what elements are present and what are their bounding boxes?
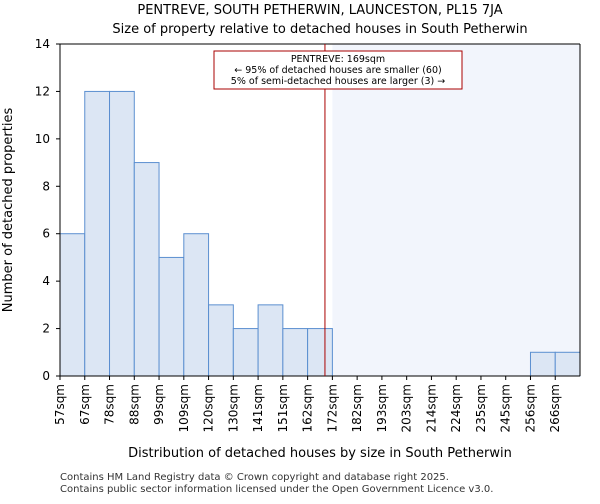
x-tick-label-193sqm: 193sqm [375, 384, 389, 432]
x-tick-label-120sqm: 120sqm [202, 384, 216, 432]
bar-266sqm [554, 351, 581, 377]
x-tick-label-245sqm: 245sqm [499, 384, 513, 432]
chart-title: PENTREVE, SOUTH PETHERWIN, LAUNCESTON, P… [137, 3, 502, 18]
bar-162sqm [307, 328, 333, 377]
bar-67sqm [84, 90, 111, 377]
bar-256sqm [529, 351, 556, 377]
x-tick-label-182sqm: 182sqm [350, 384, 364, 432]
x-tick-label-99sqm: 99sqm [152, 384, 166, 425]
x-tick-label-172sqm: 172sqm [325, 384, 339, 432]
footer-line-2: Contains public sector information licen… [60, 484, 494, 495]
x-tick-label-214sqm: 214sqm [424, 384, 438, 432]
y-tick-label-2: 2 [42, 322, 50, 336]
y-tick-label-14: 14 [35, 37, 50, 51]
y-axis-label: Number of detached properties [1, 108, 16, 313]
bar-88sqm [133, 162, 160, 377]
annotation-line-2: ← 95% of detached houses are smaller (60… [234, 65, 441, 76]
y-tick-label-10: 10 [35, 132, 50, 146]
bar-57sqm [59, 233, 86, 377]
larger-region-shade [332, 44, 580, 376]
x-tick-label-235sqm: 235sqm [474, 384, 488, 432]
y-tick-label-8: 8 [42, 179, 50, 193]
bar-130sqm [232, 328, 259, 377]
x-tick-label-57sqm: 57sqm [53, 384, 67, 425]
y-tick-label-12: 12 [35, 84, 50, 98]
annotation-box [213, 50, 463, 90]
x-tick-label-109sqm: 109sqm [177, 384, 191, 432]
x-tick-label-130sqm: 130sqm [226, 384, 240, 432]
bar-109sqm [183, 233, 210, 377]
chart-subtitle: Size of property relative to detached ho… [112, 22, 527, 37]
y-tick-label-0: 0 [42, 369, 50, 383]
footer-line-1: Contains HM Land Registry data © Crown c… [60, 472, 449, 483]
x-axis-label: Distribution of detached houses by size … [128, 446, 512, 461]
annotation-line-3: 5% of semi-detached houses are larger (3… [231, 76, 445, 87]
x-tick-label-141sqm: 141sqm [251, 384, 265, 432]
x-tick-label-162sqm: 162sqm [301, 384, 315, 432]
x-tick-label-151sqm: 151sqm [276, 384, 290, 432]
bar-151sqm [282, 328, 309, 377]
x-tick-label-88sqm: 88sqm [127, 384, 141, 425]
x-tick-label-224sqm: 224sqm [449, 384, 463, 432]
x-tick-label-256sqm: 256sqm [523, 384, 537, 432]
y-tick-label-4: 4 [42, 274, 50, 288]
bar-141sqm [257, 304, 284, 377]
x-tick-label-78sqm: 78sqm [103, 384, 117, 425]
x-tick-label-67sqm: 67sqm [78, 384, 92, 425]
annotation-line-1: PENTREVE: 169sqm [291, 54, 385, 65]
plot-area: 0 2 4 6 8 10 12 14 57sqm 67sqm 78sqm 88sqm 99sqm 109s… [35, 37, 581, 432]
x-tick-label-203sqm: 203sqm [400, 384, 414, 432]
bar-78sqm [109, 90, 135, 377]
y-tick-label-6: 6 [42, 227, 50, 241]
x-tick-label-266sqm: 266sqm [548, 384, 562, 432]
bar-99sqm [158, 256, 185, 377]
bar-120sqm [208, 304, 234, 377]
